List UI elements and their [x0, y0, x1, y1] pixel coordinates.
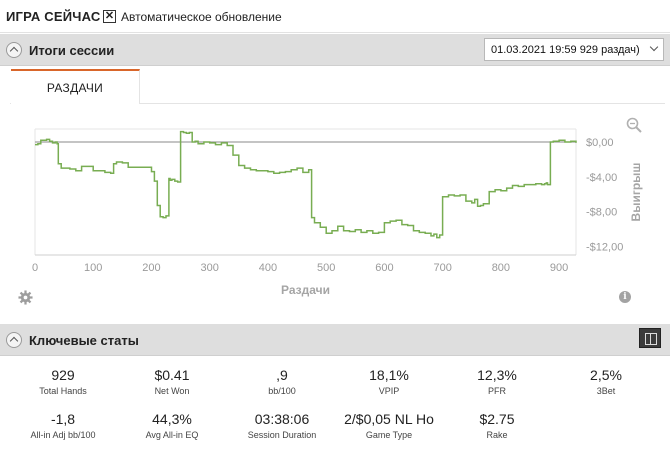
- stat-value: 2/$0,05 NL Ho: [344, 411, 434, 427]
- x-tick-label: 400: [259, 262, 277, 274]
- stat-bb100: ,9 bb/100: [227, 367, 337, 396]
- stat-value: 03:38:06: [254, 411, 310, 427]
- key-stats-title: Ключевые статы: [29, 333, 139, 348]
- stat-label: Rake: [486, 430, 508, 440]
- chevron-down-icon: [649, 42, 659, 52]
- session-summary-header: Итоги сессии 01.03.2021 19:59 929 раздач…: [0, 34, 670, 66]
- x-tick-label: 200: [142, 262, 160, 274]
- x-tick-label: 500: [317, 262, 335, 274]
- stat-value: 44,3%: [152, 411, 192, 427]
- tab-hands[interactable]: РАЗДАЧИ: [11, 69, 140, 104]
- gear-icon[interactable]: [18, 290, 33, 305]
- tab-bar: РАЗДАЧИ: [10, 68, 665, 104]
- collapse-stats-icon[interactable]: [6, 332, 22, 348]
- x-tick-label: 700: [433, 262, 451, 274]
- stat-value: 929: [51, 367, 75, 383]
- stat-rake: $2.75 Rake: [442, 411, 552, 440]
- stat-label: PFR: [488, 386, 506, 396]
- stat-label: All-in Adj bb/100: [30, 430, 96, 440]
- stat-vpip: 18,1% VPIP: [334, 367, 444, 396]
- top-bar: ИГРА СЕЙЧАС ✕ Автоматическое обновление: [0, 0, 670, 33]
- stat-label: Net Won: [154, 386, 190, 396]
- stat-label: Avg All-in EQ: [145, 430, 199, 440]
- stat-label: bb/100: [268, 386, 296, 396]
- stat-label: Session Duration: [247, 430, 317, 440]
- x-tick-label: 0: [32, 262, 38, 274]
- auto-update-checkbox[interactable]: ✕: [103, 10, 116, 23]
- collapse-session-icon[interactable]: [6, 42, 22, 58]
- x-tick-label: 300: [201, 262, 219, 274]
- stat-label: Game Type: [365, 430, 413, 440]
- stat-total-hands: 929 Total Hands: [8, 367, 118, 396]
- stat-value: $0.41: [154, 367, 190, 383]
- y-tick-label: $0,00: [586, 137, 614, 149]
- x-axis-label: Раздачи: [281, 283, 330, 297]
- session-select[interactable]: 01.03.2021 19:59 929 раздач): [484, 38, 664, 61]
- stat-value: -1,8: [50, 411, 76, 427]
- x-tick-label: 800: [492, 262, 510, 274]
- key-stats-header: Ключевые статы: [0, 324, 670, 356]
- stat-3bet: 2,5% 3Bet: [551, 367, 661, 396]
- stat-avg-allin-eq: 44,3% Avg All-in EQ: [117, 411, 227, 440]
- winnings-series-line: [35, 130, 577, 239]
- info-icon[interactable]: i: [619, 291, 631, 303]
- y-tick-label: -$8,00: [586, 207, 617, 219]
- stat-label: VPIP: [378, 386, 400, 396]
- stat-allin-adj-bb100: -1,8 All-in Adj bb/100: [8, 411, 118, 440]
- x-tick-label: 900: [550, 262, 568, 274]
- stat-value: ,9: [276, 367, 288, 383]
- layout-toggle-button[interactable]: [639, 328, 661, 348]
- stat-net-won: $0.41 Net Won: [117, 367, 227, 396]
- stat-value: 18,1%: [369, 367, 409, 383]
- page-title: ИГРА СЕЙЧАС: [6, 9, 101, 24]
- auto-update-label[interactable]: Автоматическое обновление: [121, 10, 282, 24]
- y-tick-label: -$4,00: [586, 172, 617, 184]
- stat-value: $2.75: [479, 411, 515, 427]
- stat-pfr: 12,3% PFR: [442, 367, 552, 396]
- winnings-chart: 0 100 200 300 400 500 600 700 800 900 $0,00 -$4,00 -…: [10, 104, 665, 314]
- stat-label: Total Hands: [39, 386, 87, 396]
- x-tick-label: 600: [375, 262, 393, 274]
- x-tick-label: 100: [84, 262, 102, 274]
- stat-label: 3Bet: [596, 386, 616, 396]
- winnings-chart-svg: 0 100 200 300 400 500 600 700 800 900 $0,00 -$4,00 -…: [32, 128, 643, 297]
- stat-value: 2,5%: [590, 367, 622, 383]
- key-stats-grid: 929 Total Hands $0.41 Net Won ,9 bb/100 …: [0, 356, 670, 452]
- session-select-value: 01.03.2021 19:59 929 раздач): [491, 44, 640, 56]
- zoom-icon[interactable]: [626, 117, 642, 133]
- stat-value: 12,3%: [477, 367, 517, 383]
- stat-session-duration: 03:38:06 Session Duration: [227, 411, 337, 440]
- session-summary-title: Итоги сессии: [29, 43, 115, 58]
- y-axis-label: Выигрыш: [629, 163, 643, 222]
- y-tick-label: -$12,00: [586, 241, 623, 253]
- stat-game-type: 2/$0,05 NL Ho Game Type: [334, 411, 444, 440]
